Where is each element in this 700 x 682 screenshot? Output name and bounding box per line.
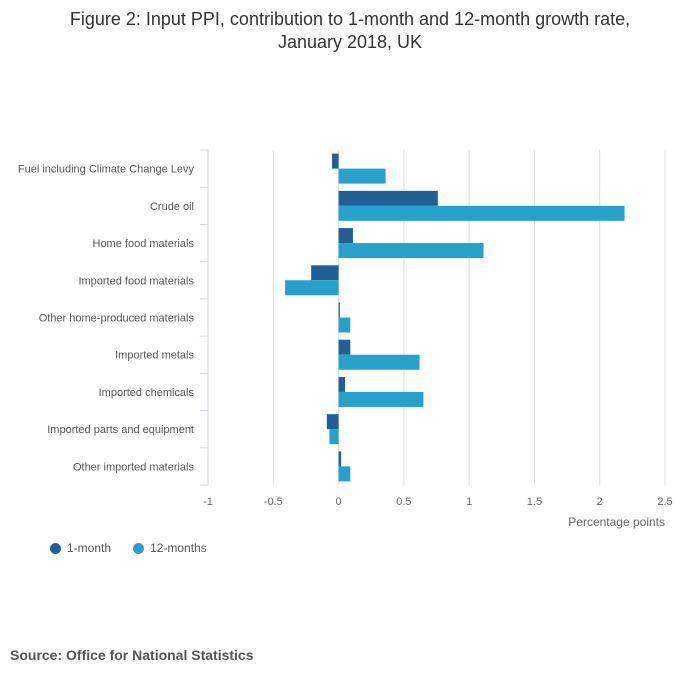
- category-label: Other imported materials: [73, 461, 195, 473]
- bar-1-month: [338, 339, 351, 355]
- category-label: Imported metals: [115, 350, 194, 362]
- title-line-2: January 2018, UK: [277, 32, 423, 52]
- bar-12-months: [338, 243, 484, 259]
- x-tick-label: -1: [203, 496, 213, 508]
- category-label: Imported food materials: [78, 275, 194, 287]
- x-tick-label: 0.5: [396, 496, 411, 508]
- bar-12-months: [329, 429, 339, 445]
- bar-12-months: [338, 466, 351, 482]
- legend-label: 12-months: [150, 541, 207, 555]
- bar-1-month: [326, 414, 339, 430]
- bar-1-month: [338, 376, 346, 392]
- category-label: Fuel including Climate Change Levy: [18, 164, 195, 176]
- bar-1-month: [338, 302, 340, 318]
- bar-1-month: [332, 153, 339, 169]
- bar-1-month: [338, 228, 353, 244]
- legend-marker-icon: [133, 542, 145, 554]
- x-axis-label: Percentage points: [568, 515, 665, 529]
- x-tick-label: 2.5: [657, 496, 672, 508]
- legend-item-12-months[interactable]: 12-months: [133, 541, 207, 555]
- category-label: Imported parts and equipment: [47, 424, 194, 436]
- x-tick-label: 1.5: [527, 496, 542, 508]
- bar-1-month: [338, 190, 438, 206]
- bar-1-month: [338, 451, 342, 467]
- bar-12-months: [338, 391, 424, 407]
- legend-marker-icon: [50, 542, 61, 554]
- legend-item-1-month[interactable]: 1-month: [50, 541, 111, 555]
- x-tick-label: 2: [597, 496, 603, 508]
- x-tick-label: 1: [466, 496, 472, 508]
- bar-12-months: [338, 354, 420, 370]
- legend-label: 1-month: [67, 541, 112, 555]
- bar-12-months: [338, 317, 351, 333]
- bar-12-months: [338, 168, 386, 184]
- bar-12-months: [285, 280, 339, 296]
- category-label: Crude oil: [150, 201, 194, 213]
- category-label: Imported chemicals: [99, 387, 195, 399]
- legend: 1-month 12-months: [50, 541, 207, 555]
- bar-1-month: [311, 265, 339, 281]
- category-label: Home food materials: [93, 238, 195, 250]
- category-label: Other home-produced materials: [39, 313, 195, 325]
- bar-12-months: [338, 205, 625, 221]
- x-tick-label: 0: [336, 496, 342, 508]
- source-note: Source: Office for National Statistics: [10, 647, 254, 663]
- title-line-1: Figure 2: Input PPI, contribution to 1-m…: [69, 9, 631, 29]
- x-tick-label: -0.5: [264, 496, 283, 508]
- chart-title: Figure 2: Input PPI, contribution to 1-m…: [0, 8, 700, 54]
